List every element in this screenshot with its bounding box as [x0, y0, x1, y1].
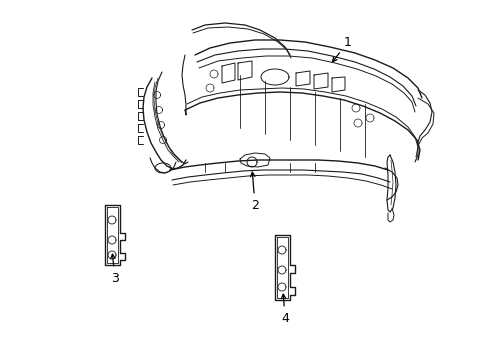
Text: 1: 1: [332, 36, 351, 62]
Text: 2: 2: [250, 172, 259, 212]
Text: 4: 4: [281, 294, 288, 324]
Text: 3: 3: [110, 254, 119, 284]
